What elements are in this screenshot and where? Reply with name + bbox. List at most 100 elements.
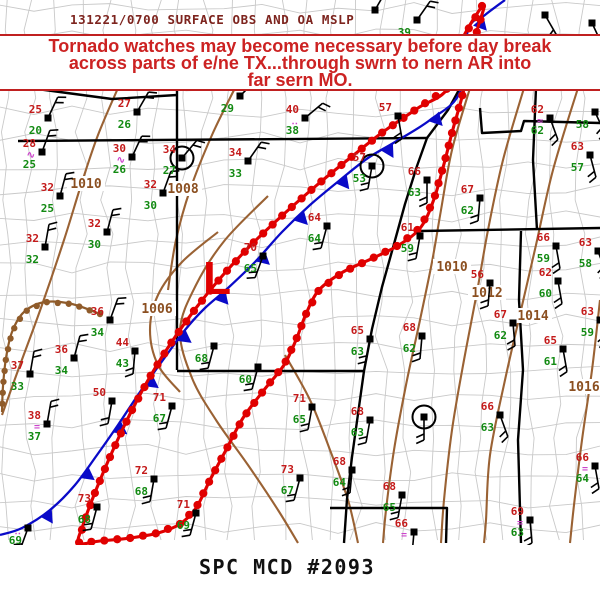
svg-text:43: 43 — [116, 357, 129, 370]
svg-text:62: 62 — [461, 204, 474, 217]
svg-text:69: 69 — [9, 534, 22, 545]
svg-text:61: 61 — [401, 221, 415, 234]
svg-text:64: 64 — [576, 472, 590, 485]
svg-text:36: 36 — [91, 305, 105, 318]
svg-text:60: 60 — [539, 287, 552, 300]
svg-text:1016: 1016 — [568, 380, 599, 395]
svg-text:68: 68 — [195, 352, 208, 365]
svg-text:50: 50 — [93, 386, 106, 399]
svg-text:25: 25 — [29, 103, 42, 116]
svg-text:1008: 1008 — [167, 182, 198, 197]
svg-text:34: 34 — [229, 146, 243, 159]
stations: 252027262825∿3026∿3225323032323230342734… — [9, 0, 600, 545]
svg-text:59: 59 — [537, 252, 550, 265]
svg-text:32: 32 — [144, 178, 157, 191]
svg-text:66: 66 — [537, 231, 551, 244]
svg-text:63: 63 — [351, 345, 364, 358]
svg-text:62: 62 — [539, 266, 552, 279]
svg-text:32: 32 — [88, 217, 101, 230]
banner-line-1: Tornado watches may become necessary bef… — [48, 36, 552, 56]
svg-text:∿: ∿ — [27, 150, 35, 161]
mcd-caption: SPC MCD #2093 — [198, 555, 376, 579]
svg-text:62: 62 — [531, 103, 544, 116]
svg-text:33: 33 — [229, 167, 242, 180]
svg-text:36: 36 — [55, 343, 69, 356]
svg-text:=: = — [34, 422, 40, 433]
svg-text:68: 68 — [78, 513, 91, 526]
svg-text:64: 64 — [333, 476, 347, 489]
svg-text:61: 61 — [544, 355, 558, 368]
svg-text:1012: 1012 — [471, 286, 502, 301]
svg-text:59: 59 — [401, 242, 414, 255]
svg-text:32: 32 — [41, 181, 54, 194]
svg-text:69: 69 — [511, 505, 524, 518]
watch-banner: Tornado watches may become necessary bef… — [0, 34, 600, 91]
svg-text:L: L — [203, 252, 231, 304]
svg-text:68: 68 — [333, 455, 346, 468]
svg-text:67: 67 — [494, 308, 507, 321]
svg-text:65: 65 — [244, 262, 257, 275]
low-pressure-symbol: L — [203, 252, 231, 304]
svg-text:‥: ‥ — [14, 526, 21, 537]
svg-text:57: 57 — [379, 101, 392, 114]
map-title: 131221/0700 SURFACE OBS AND OA MSLP — [70, 12, 355, 27]
svg-text:71: 71 — [293, 392, 307, 405]
svg-text:1006: 1006 — [141, 302, 172, 317]
svg-text:=: = — [401, 530, 407, 541]
svg-text:68: 68 — [403, 321, 416, 334]
banner-line-3: far sern MO. — [247, 70, 353, 90]
svg-text:33: 33 — [11, 380, 24, 393]
svg-text:68: 68 — [383, 480, 396, 493]
svg-text:62: 62 — [531, 124, 544, 137]
svg-text:1014: 1014 — [517, 309, 548, 324]
svg-text:72: 72 — [135, 464, 148, 477]
svg-text:68: 68 — [135, 485, 148, 498]
svg-text:30: 30 — [113, 142, 126, 155]
svg-text:26: 26 — [118, 118, 132, 131]
svg-text:68: 68 — [351, 405, 364, 418]
svg-text:34: 34 — [91, 326, 105, 339]
svg-text:25: 25 — [41, 202, 54, 215]
svg-text:30: 30 — [88, 238, 101, 251]
svg-text:67: 67 — [281, 484, 294, 497]
svg-text:60: 60 — [239, 373, 252, 386]
banner-line-2: across parts of e/ne TX...through swrn t… — [68, 53, 532, 73]
svg-text:25: 25 — [23, 158, 36, 171]
svg-text:40: 40 — [286, 103, 299, 116]
svg-text:26: 26 — [113, 163, 127, 176]
svg-text:=: = — [517, 518, 523, 529]
svg-text:58: 58 — [576, 118, 589, 131]
svg-text:29: 29 — [221, 102, 234, 115]
state-borders — [17, 86, 600, 544]
svg-text:63: 63 — [481, 421, 494, 434]
svg-text:67: 67 — [461, 183, 474, 196]
svg-text:62: 62 — [494, 329, 507, 342]
svg-text:65: 65 — [351, 324, 364, 337]
svg-text:57: 57 — [353, 151, 366, 164]
svg-text:58: 58 — [579, 257, 592, 270]
svg-text:65: 65 — [293, 413, 306, 426]
svg-text:30: 30 — [144, 199, 157, 212]
svg-text:63: 63 — [579, 236, 592, 249]
svg-text:20: 20 — [29, 124, 42, 137]
svg-text:59: 59 — [581, 326, 594, 339]
svg-text:=: = — [582, 464, 588, 475]
svg-text:1010: 1010 — [70, 177, 101, 192]
svg-text:1010: 1010 — [436, 260, 467, 275]
svg-text:‥: ‥ — [291, 116, 298, 127]
svg-text:≈: ≈ — [537, 116, 543, 127]
svg-text:73: 73 — [78, 492, 91, 505]
svg-text:44: 44 — [116, 336, 130, 349]
svg-text:66: 66 — [576, 451, 590, 464]
svg-text:64: 64 — [308, 211, 322, 224]
svg-text:69: 69 — [177, 519, 190, 532]
svg-text:62: 62 — [403, 342, 416, 355]
svg-text:57: 57 — [571, 161, 584, 174]
svg-text:27: 27 — [118, 97, 131, 110]
svg-text:73: 73 — [281, 463, 294, 476]
svg-text:70: 70 — [244, 241, 257, 254]
svg-text:37: 37 — [11, 359, 24, 372]
svg-text:34: 34 — [163, 143, 177, 156]
svg-text:63: 63 — [351, 426, 364, 439]
